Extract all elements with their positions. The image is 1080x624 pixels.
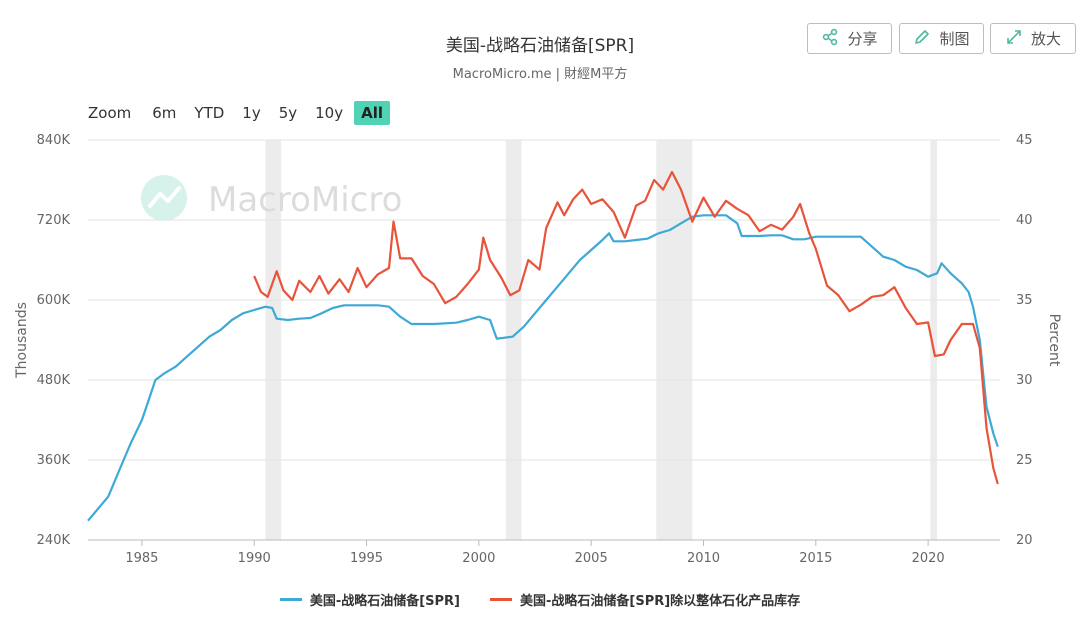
legend-swatch-ratio	[490, 598, 512, 601]
draw-label: 制图	[939, 30, 970, 48]
x-tick-label: 2010	[687, 551, 720, 566]
x-tick-label: 2000	[462, 551, 495, 566]
zoom-5y-button[interactable]: 5y	[278, 104, 298, 122]
y-right-tick-label: 40	[1016, 213, 1033, 228]
legend-item-ratio[interactable]: 美国-战略石油储备[SPR]除以整体石化产品库存	[490, 590, 800, 609]
legend-label-ratio: 美国-战略石油储备[SPR]除以整体石化产品库存	[520, 594, 801, 609]
zoom-label: Zoom	[88, 104, 132, 122]
zoom-controls: Zoom 6m YTD 1y 5y 10y All	[88, 101, 394, 125]
y-right-tick-label: 20	[1016, 533, 1033, 548]
x-tick-label: 1995	[350, 551, 383, 566]
y-left-tick-label: 480K	[37, 373, 71, 388]
zoom-all-button[interactable]: All	[354, 101, 391, 125]
x-tick-label: 1985	[125, 551, 158, 566]
x-tick-label: 1990	[238, 551, 271, 566]
y-right-axis-title: Percent	[1046, 314, 1062, 367]
x-tick-label: 2015	[799, 551, 832, 566]
zoom-1y-button[interactable]: 1y	[242, 104, 261, 122]
macromicro-logo-icon	[141, 175, 187, 221]
series-line-spr-ratio	[253, 170, 999, 485]
zoom-6m-button[interactable]: 6m	[152, 104, 177, 122]
share-icon	[821, 28, 839, 50]
y-left-tick-label: 240K	[37, 533, 71, 548]
chart-title: 美国-战略石油储备[SPR]	[445, 36, 635, 56]
legend: 美国-战略石油储备[SPR] 美国-战略石油储备[SPR]除以整体石化产品库存	[0, 590, 1080, 609]
recession-band	[505, 140, 522, 540]
share-button[interactable]: 分享	[807, 23, 892, 54]
y-left-tick-label: 360K	[37, 453, 71, 468]
y-right-tick-label: 25	[1016, 453, 1033, 468]
recession-band	[930, 140, 938, 540]
legend-item-spr[interactable]: 美国-战略石油储备[SPR]	[279, 590, 460, 609]
y-right-tick-label: 30	[1016, 373, 1033, 388]
expand-button[interactable]: 放大	[990, 23, 1076, 54]
y-left-axis-title: Thousands	[14, 302, 30, 379]
recession-band	[265, 140, 282, 540]
series-line-spr	[87, 214, 999, 522]
expand-icon	[1005, 28, 1023, 50]
zoom-ytd-button[interactable]: YTD	[194, 104, 225, 122]
share-label: 分享	[847, 30, 878, 48]
chart-subtitle: MacroMicro.me | 財經M平方	[452, 67, 628, 82]
x-tick-label: 2005	[575, 551, 608, 566]
y-right-tick-label: 45	[1016, 133, 1033, 148]
legend-label-spr: 美国-战略石油储备[SPR]	[309, 594, 460, 609]
y-left-tick-label: 600K	[37, 293, 71, 308]
draw-chart-button[interactable]: 制图	[899, 23, 984, 54]
zoom-10y-button[interactable]: 10y	[315, 104, 344, 122]
y-right-tick-label: 35	[1016, 293, 1033, 308]
recession-band	[656, 140, 693, 540]
y-left-tick-label: 720K	[37, 213, 71, 228]
legend-swatch-spr	[279, 598, 302, 601]
watermark-text: MacroMicro	[208, 180, 402, 220]
x-tick-label: 2020	[912, 551, 945, 566]
expand-label: 放大	[1030, 30, 1061, 48]
y-left-tick-label: 840K	[37, 133, 71, 148]
pencil-icon	[913, 28, 931, 50]
